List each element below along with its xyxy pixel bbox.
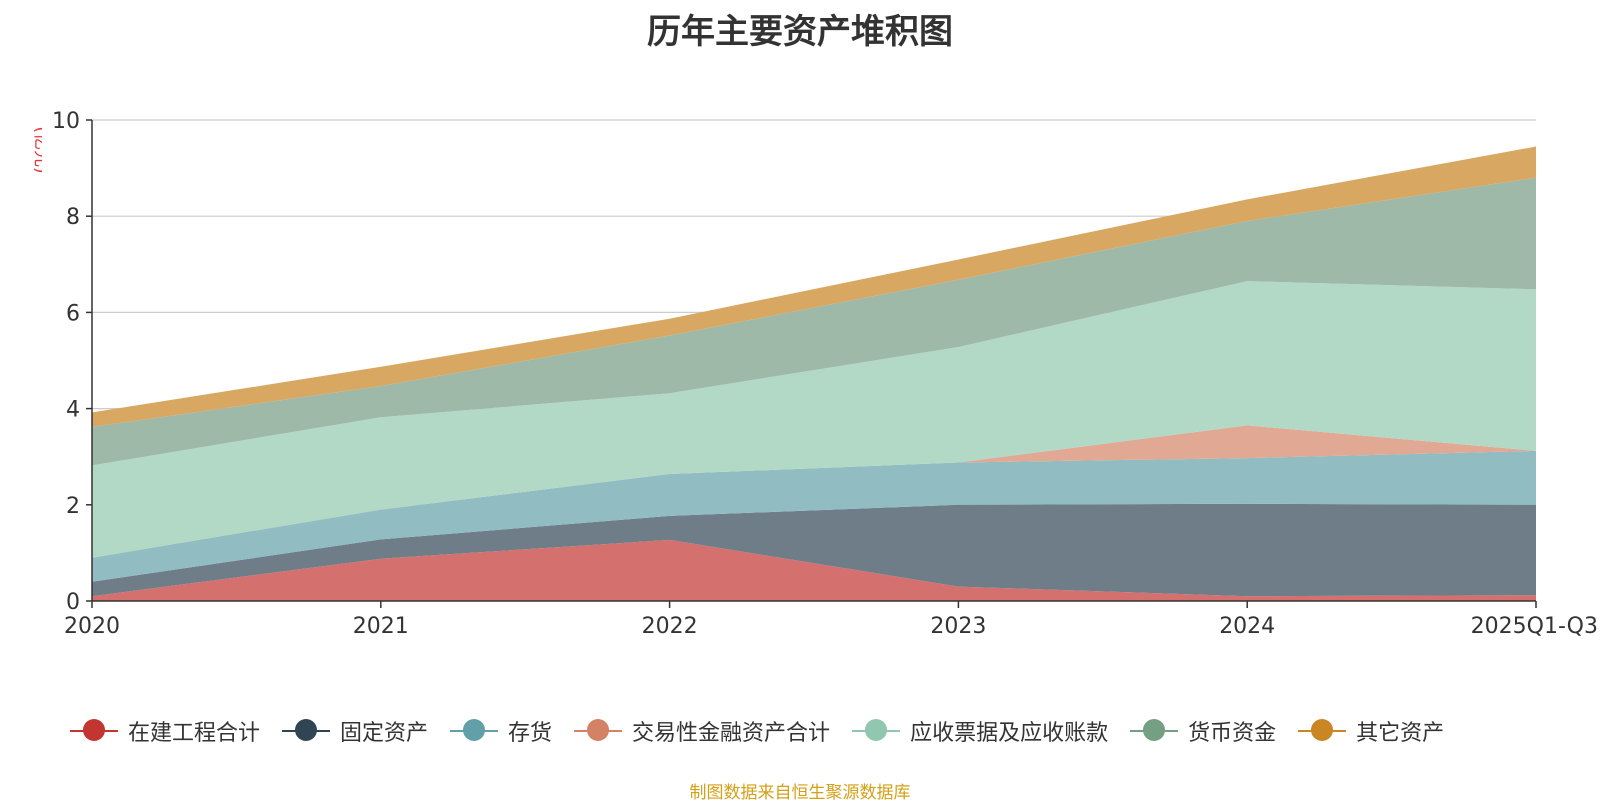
- legend-marker-icon: [70, 718, 118, 744]
- x-tick-label: 2024: [1219, 614, 1275, 639]
- legend-marker-icon: [1130, 718, 1179, 744]
- x-tick-label: 2025Q1-Q3: [1471, 614, 1598, 639]
- legend-label: 交易性金融资产合计: [632, 721, 831, 746]
- tick-labels: 0 2 4 6 8 10 2020 2021 2022 2023 2024 2025Q1-Q3: [52, 109, 1598, 639]
- y-tick-label: 2: [66, 494, 80, 519]
- legend-dot: [865, 719, 888, 741]
- legend-marker-icon: [852, 718, 901, 744]
- legend-marker-icon: [450, 718, 499, 744]
- area-series-6: [92, 177, 1536, 466]
- x-tick-label: 2022: [642, 614, 698, 639]
- y-tick-label: 6: [66, 301, 80, 326]
- legend-item-4[interactable]: 交易性金融资产合计: [574, 715, 830, 747]
- legend-label: 存货: [508, 721, 553, 746]
- axes: [86, 119, 1537, 608]
- area-series-layer: [92, 146, 1536, 601]
- legend-marker-icon: [1298, 718, 1347, 744]
- y-tick-label: 10: [52, 109, 80, 134]
- legend-item-1[interactable]: 在建工程合计: [70, 715, 260, 747]
- area-series-2: [92, 503, 1536, 597]
- legend-label: 货币资金: [1188, 721, 1277, 746]
- legend-dot: [295, 719, 318, 741]
- legend-label: 应收票据及应收账款: [910, 721, 1109, 746]
- y-axis-unit-label: (亿元): [31, 126, 42, 173]
- y-tick-label: 0: [66, 590, 80, 615]
- data-source-note: 制图数据来自恒生聚源数据库: [689, 783, 911, 803]
- x-tick-label: 2020: [64, 614, 120, 639]
- legend-marker-icon: [574, 718, 623, 744]
- area-series-1: [92, 539, 1536, 601]
- y-tick-label: 8: [66, 205, 80, 230]
- legend-label: 固定资产: [340, 721, 429, 746]
- area-series-7: [92, 146, 1536, 427]
- y-axis-unit-text: (亿元): [31, 126, 42, 173]
- legend-item-6[interactable]: 货币资金: [1130, 715, 1276, 747]
- legend-dot: [463, 719, 486, 741]
- legend-dot: [83, 719, 105, 741]
- legend-item-5[interactable]: 应收票据及应收账款: [852, 715, 1108, 747]
- legend-dot: [587, 719, 610, 741]
- legend-dot: [1143, 719, 1166, 741]
- legend: 在建工程合计 固定资产 存货 交易性金融资产合计 应收票据及应收账款 货币资金 其它资产: [70, 716, 1466, 746]
- area-series-5: [92, 281, 1536, 558]
- y-tick-label: 4: [66, 398, 80, 423]
- stacked-area-chart: 0 2 4 6 8 10 2020 2021 2022 2023 2024 2025Q1-Q3: [52, 109, 1598, 639]
- x-tick-label: 2021: [353, 614, 409, 639]
- legend-marker-icon: [282, 718, 331, 744]
- chart-title: 历年主要资产堆积图: [647, 12, 953, 52]
- legend-item-7[interactable]: 其它资产: [1298, 715, 1444, 747]
- legend-item-3[interactable]: 存货: [450, 715, 552, 747]
- legend-dot: [1311, 719, 1334, 741]
- x-tick-label: 2023: [930, 614, 986, 639]
- area-series-3: [92, 450, 1536, 582]
- legend-item-2[interactable]: 固定资产: [282, 715, 428, 747]
- area-series-4: [92, 425, 1536, 558]
- legend-label: 其它资产: [1356, 721, 1445, 746]
- legend-label: 在建工程合计: [128, 721, 261, 746]
